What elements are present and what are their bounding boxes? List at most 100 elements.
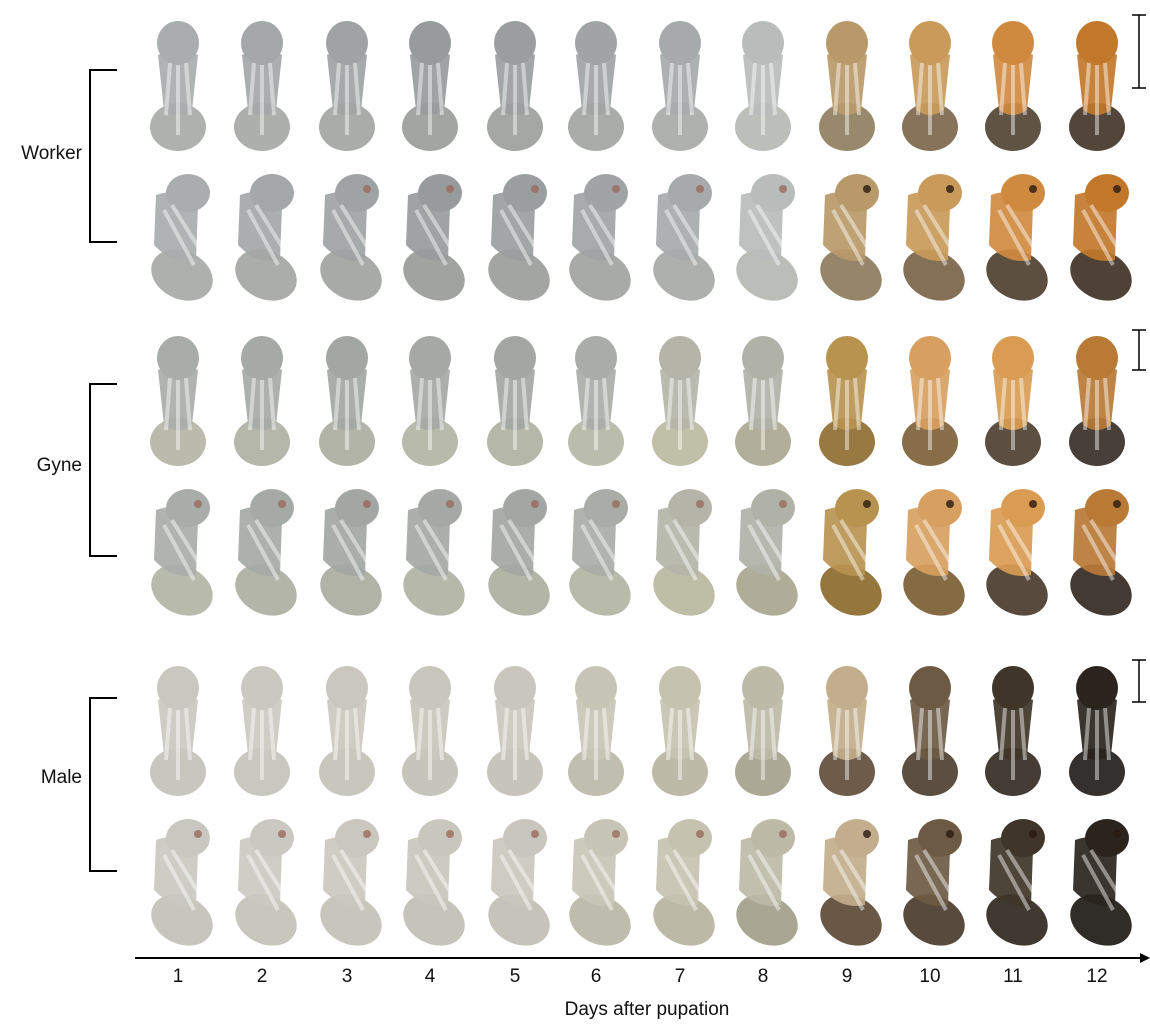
pupa-lateral-view (1062, 174, 1140, 310)
pupa-eye (278, 830, 286, 838)
day-label: 1 (173, 966, 184, 987)
pupa-lateral-view (728, 489, 806, 625)
pupa-lateral-view (895, 819, 973, 955)
pupa-lateral-view (978, 819, 1056, 955)
day-label: 7 (675, 966, 686, 987)
pupa-lateral-view (895, 174, 973, 310)
pupa-front-view (487, 336, 543, 466)
pupa-eye (531, 830, 539, 838)
pupa-eye (1029, 185, 1037, 193)
caste-bracket (90, 384, 117, 556)
pupa-front-view (985, 21, 1041, 151)
day-label: 12 (1086, 966, 1107, 987)
pupa-front-view (568, 666, 624, 796)
pupa-eye (363, 830, 371, 838)
pupa-head (742, 666, 784, 710)
pupa-lateral-view (728, 174, 806, 310)
pupa-lateral-view (645, 819, 723, 955)
pupa-front-view (1069, 21, 1125, 151)
pupa-front-view (319, 21, 375, 151)
caste-label: Worker (21, 143, 83, 164)
pupa-front-view (985, 666, 1041, 796)
pupa-head (241, 336, 283, 380)
pupa-front-view (1069, 666, 1125, 796)
pupa-head (575, 21, 617, 65)
pupa-eye (696, 185, 704, 193)
pupa-front-view (487, 666, 543, 796)
pupa-lateral-view (227, 174, 305, 310)
pupa-eye (696, 500, 704, 508)
pupa-head (909, 666, 951, 710)
pupa-lateral-view (480, 489, 558, 625)
day-label: 4 (425, 966, 436, 987)
pupa-eye (863, 185, 871, 193)
pupa-eye (779, 500, 787, 508)
pupa-front-view (819, 666, 875, 796)
pupa-front-view (735, 21, 791, 151)
pupa-front-view (234, 21, 290, 151)
caste-label: Male (41, 767, 82, 788)
scale-bars (1132, 15, 1146, 702)
pupa-front-view (319, 666, 375, 796)
day-label: 6 (591, 966, 602, 987)
pupa-lateral-view (895, 489, 973, 625)
pupa-front-view (568, 336, 624, 466)
pupa-front-view (735, 666, 791, 796)
pupa-eye (446, 185, 454, 193)
pupa-front-view (402, 336, 458, 466)
pupa-lateral-view (480, 819, 558, 955)
pupa-eye (1113, 185, 1121, 193)
pupa-head (326, 666, 368, 710)
pupa-front-view (902, 336, 958, 466)
pupa-eye (612, 830, 620, 838)
pupa-eye (363, 500, 371, 508)
pupa-lateral-view (561, 819, 639, 955)
day-label: 10 (919, 966, 940, 987)
pupa-head (992, 336, 1034, 380)
pupa-lateral-view (978, 174, 1056, 310)
pupa-lateral-view (645, 174, 723, 310)
pupa-head (494, 21, 536, 65)
x-axis-label: Days after pupation (565, 999, 730, 1020)
pupa-head (659, 336, 701, 380)
pupa-lateral-view (395, 489, 473, 625)
pupa-lateral-view (395, 819, 473, 955)
pupa-head (992, 21, 1034, 65)
pupa-front-view (652, 666, 708, 796)
day-label: 2 (257, 966, 268, 987)
pupa-front-view (150, 21, 206, 151)
pupa-head (494, 666, 536, 710)
pupa-head (826, 336, 868, 380)
pupa-eye (363, 185, 371, 193)
pupa-lateral-view (812, 489, 890, 625)
pupa-head (992, 666, 1034, 710)
pupa-front-view (652, 336, 708, 466)
pupa-front-view (735, 336, 791, 466)
pupa-eye (194, 500, 202, 508)
day-label: 11 (1003, 966, 1023, 987)
pupa-eye (194, 830, 202, 838)
day-label: 9 (842, 966, 853, 987)
day-label: 3 (342, 966, 353, 987)
pupa-front-view (234, 666, 290, 796)
pupa-front-view (902, 21, 958, 151)
pupa-lateral-view (143, 174, 221, 310)
pupa-lateral-view (143, 819, 221, 955)
pupa-eye (531, 500, 539, 508)
pupa-head (157, 666, 199, 710)
pupa-head (1076, 21, 1118, 65)
pupa-lateral-view (561, 489, 639, 625)
pupa-lateral-view (812, 819, 890, 955)
pupa-lateral-view (978, 489, 1056, 625)
pupa-lateral-view (645, 489, 723, 625)
pupa-head (157, 21, 199, 65)
pupa-lateral-view (143, 489, 221, 625)
pupa-eye (946, 830, 954, 838)
pupa-eye (696, 830, 704, 838)
pupa-front-view (819, 21, 875, 151)
pupa-lateral-view (227, 489, 305, 625)
pupa-head (742, 21, 784, 65)
pupa-front-view (234, 336, 290, 466)
pupa-front-view (1069, 336, 1125, 466)
pupa-lateral-view (561, 174, 639, 310)
